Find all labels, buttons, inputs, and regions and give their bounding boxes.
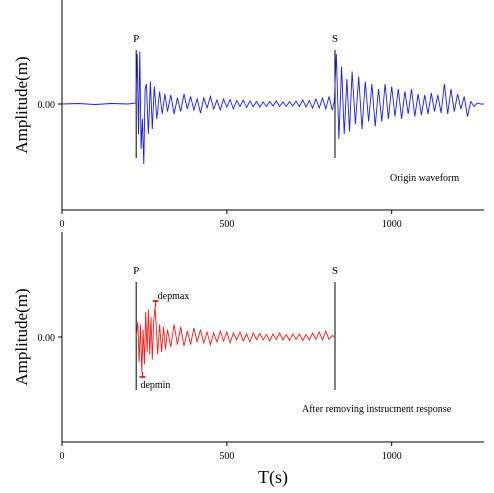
p-phase-label: P bbox=[133, 265, 139, 277]
depmax-label: depmax bbox=[158, 291, 190, 302]
panel-annotation: Origin waveform bbox=[390, 173, 459, 184]
x-axis-label: T(s) bbox=[258, 467, 288, 488]
series-line bbox=[61, 51, 484, 165]
series-line bbox=[135, 306, 336, 373]
corrected-waveform-panel: Amplitude(m) 0.00 0 500 1000 P S depmax … bbox=[12, 232, 484, 462]
y-tick-label: 0.00 bbox=[38, 100, 56, 111]
y-axis-label: Amplitude(m) bbox=[12, 288, 31, 385]
x-tick-label: 0 bbox=[60, 219, 65, 230]
origin-waveform-panel: Amplitude(m) 0.00 0 500 1000 P S Origin … bbox=[12, 0, 484, 230]
x-tick-label: 500 bbox=[219, 451, 234, 462]
x-tick-label: 1000 bbox=[382, 451, 402, 462]
s-phase-label: S bbox=[332, 265, 338, 277]
x-tick-label: 500 bbox=[219, 219, 234, 230]
y-tick-label: 0.00 bbox=[38, 333, 56, 344]
p-phase-label: P bbox=[133, 33, 139, 45]
panel-annotation: After removing instrucment response bbox=[302, 404, 452, 415]
x-tick-label: 0 bbox=[60, 451, 65, 462]
s-phase-label: S bbox=[332, 33, 338, 45]
depmin-label: depmin bbox=[140, 380, 170, 391]
x-tick-label: 1000 bbox=[382, 219, 402, 230]
y-axis-label: Amplitude(m) bbox=[12, 56, 31, 153]
